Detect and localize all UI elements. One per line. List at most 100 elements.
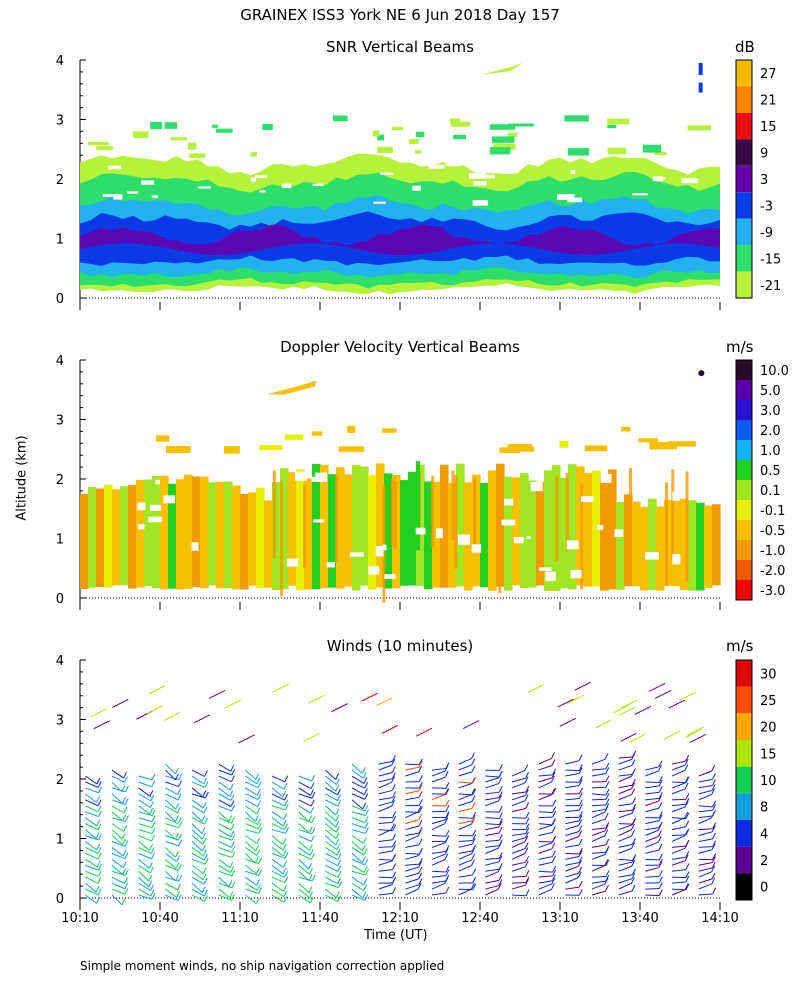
wind-barb	[595, 719, 613, 729]
wind-barb	[378, 846, 393, 848]
doppler-streak	[580, 484, 584, 590]
wind-barb	[565, 798, 580, 801]
wind-barb-flag	[338, 881, 343, 888]
wind-barb-flag	[391, 772, 396, 779]
wind-barb-flag	[175, 802, 180, 810]
wind-barb-flag	[684, 764, 689, 771]
snr-patch	[642, 144, 662, 153]
wind-barb	[671, 889, 686, 896]
wind-barb	[191, 829, 203, 840]
doppler-gap	[313, 519, 325, 523]
wind-barb	[698, 883, 712, 890]
wind-barb-flag	[631, 842, 636, 849]
wind-barb	[298, 858, 310, 870]
wind-barb	[324, 817, 337, 828]
wind-barb-flag	[335, 814, 340, 822]
wind-barb-flag	[284, 876, 289, 883]
wind-barb	[163, 711, 181, 721]
wind-barb	[645, 820, 660, 825]
wind-barb	[378, 797, 393, 801]
wind-barb-flag	[124, 776, 128, 783]
wind-barb-flag	[605, 762, 610, 770]
doppler-column	[368, 475, 377, 590]
wind-barb	[645, 785, 660, 789]
wind-barb-flag	[552, 865, 557, 873]
doppler-column	[624, 494, 633, 587]
wind-barb-flag	[256, 867, 260, 874]
y-tick-label: 0	[56, 892, 64, 907]
wind-barb-flag	[392, 791, 396, 798]
wind-barb-flag	[258, 857, 263, 864]
doppler-gap	[137, 502, 146, 511]
doppler-colorbar-label: -2.0	[760, 564, 785, 579]
wind-barb-flag	[203, 770, 208, 777]
wind-barb-flag	[631, 782, 636, 789]
doppler-streak	[565, 472, 569, 552]
doppler-column	[208, 482, 217, 586]
wind-barb-flag	[711, 764, 716, 772]
wind-barb-flag	[96, 897, 100, 904]
wind-barb	[618, 775, 632, 783]
snr-band-3	[80, 224, 720, 256]
snr-patch	[564, 115, 589, 122]
wind-barb-flag	[203, 853, 208, 861]
wind-barb	[325, 864, 339, 872]
snr-unit: dB	[735, 38, 755, 56]
snr-title: SNR Vertical Beams	[326, 38, 474, 56]
wind-barb	[298, 852, 312, 860]
wind-barb	[325, 781, 337, 792]
snr-gap	[250, 177, 256, 182]
wind-barb-flag	[551, 842, 556, 850]
wind-barb	[111, 835, 123, 846]
wind-barb-flag	[202, 849, 207, 856]
wind-barb	[485, 823, 500, 826]
snr-patch	[372, 130, 380, 137]
doppler-column	[248, 492, 257, 586]
wind-barb	[485, 800, 499, 807]
wind-barb	[138, 817, 153, 822]
snr-gap	[127, 191, 139, 194]
wind-barb-flag	[524, 776, 529, 784]
winds-colorbar-label: 15	[760, 747, 777, 762]
wind-barb-flag	[552, 768, 557, 776]
wind-barb	[271, 858, 284, 868]
wind-barb	[431, 819, 446, 825]
wind-barb-flag	[418, 799, 423, 806]
wind-barb-flag	[711, 773, 716, 780]
wind-barb-flag	[337, 853, 342, 860]
wind-barb-flag	[362, 802, 367, 810]
wind-barb	[698, 815, 713, 819]
wind-barb	[645, 875, 660, 878]
wind-barb-flag	[121, 785, 126, 793]
wind-barb	[645, 867, 659, 872]
wind-barb-flag	[524, 860, 529, 868]
wind-barb	[325, 787, 338, 796]
wind-barb-flag	[201, 827, 206, 834]
wind-barb-flag	[604, 753, 609, 760]
wind-barb	[165, 787, 178, 795]
doppler-column	[512, 477, 521, 586]
wind-barb-flag	[658, 779, 663, 787]
wind-barb	[245, 864, 257, 875]
wind-barb	[485, 817, 500, 820]
wind-barb	[111, 870, 126, 876]
wind-barb	[431, 880, 446, 884]
wind-barb-flag	[551, 771, 556, 779]
wind-barb	[111, 829, 123, 840]
wind-barb	[567, 694, 584, 704]
wind-barb	[244, 841, 256, 852]
wind-barb-flag	[471, 752, 475, 759]
doppler-gap	[501, 519, 516, 526]
snr-patch	[87, 141, 109, 146]
wind-barb-flag	[151, 852, 155, 860]
wind-barb-flag	[151, 773, 156, 781]
x-tick-label: 11:40	[301, 911, 338, 926]
wind-barb	[629, 733, 646, 743]
wind-barb	[138, 894, 153, 900]
wind-barb-flag	[176, 806, 181, 814]
wind-barb-flag	[204, 791, 209, 799]
wind-barb	[591, 798, 607, 801]
wind-barb	[164, 763, 176, 775]
wind-barb	[298, 835, 312, 842]
wind-barb-flag	[149, 790, 154, 797]
